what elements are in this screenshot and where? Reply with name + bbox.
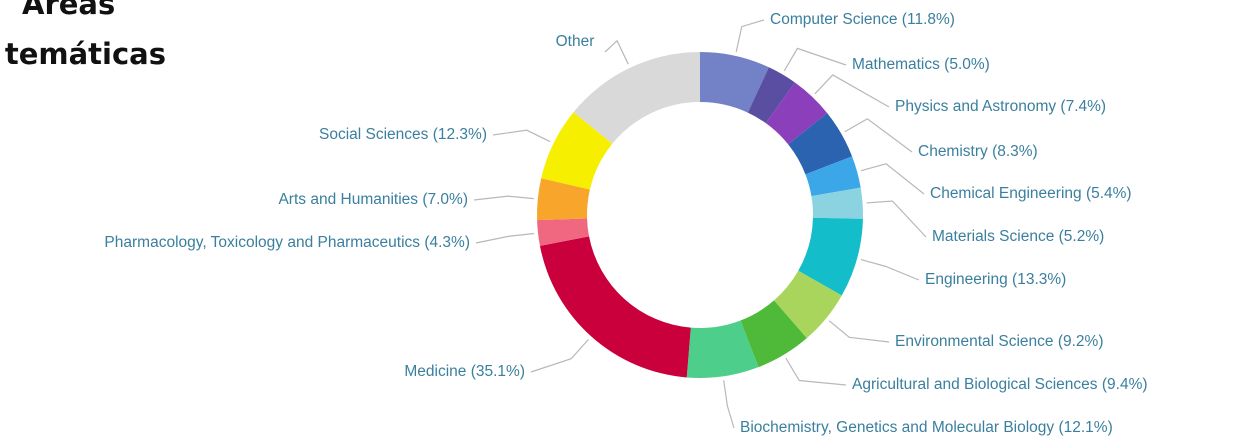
leader-line	[723, 380, 735, 429]
donut-slice	[798, 217, 863, 296]
donut-slice	[747, 67, 795, 124]
slice-label: Engineering (13.3%)	[925, 271, 1066, 288]
slice-label: Other	[556, 33, 595, 50]
donut-slice	[774, 270, 842, 339]
leader-line	[473, 195, 534, 201]
donut-slice	[788, 113, 853, 175]
donut-slice	[765, 82, 828, 145]
slice-label: Arts and Humanities (7.0%)	[278, 191, 468, 208]
slice-label: Mathematics (5.0%)	[852, 56, 990, 73]
leader-line	[785, 357, 847, 386]
slice-label: Agricultural and Biological Sciences (9.…	[852, 376, 1148, 393]
leader-line	[604, 39, 629, 65]
slice-label: Social Sciences (12.3%)	[319, 126, 487, 143]
slice-label: Environmental Science (9.2%)	[895, 333, 1104, 350]
slice-label: Medicine (35.1%)	[404, 363, 525, 380]
donut-slice	[573, 52, 700, 144]
slice-label: Biochemistry, Genetics and Molecular Bio…	[740, 419, 1113, 436]
donut-slice	[537, 218, 590, 246]
leader-line	[860, 258, 920, 281]
chart-title: temáticas	[5, 37, 166, 71]
leader-line	[866, 200, 927, 238]
donut-slice	[805, 156, 861, 197]
chart-title: Áreas	[22, 0, 115, 21]
leader-line	[735, 19, 765, 53]
leader-line	[530, 338, 589, 373]
donut-slice	[740, 300, 807, 368]
leader-line	[860, 163, 925, 195]
leader-line	[814, 74, 890, 108]
slice-label: Chemistry (8.3%)	[918, 143, 1038, 160]
leader-line	[492, 129, 551, 143]
leader-line	[783, 47, 847, 72]
donut-slice	[541, 112, 613, 190]
donut-slice	[539, 236, 691, 378]
slice-label: Physics and Astronomy (7.4%)	[895, 98, 1106, 115]
slice-label: Pharmacology, Toxicology and Pharmaceuti…	[104, 234, 470, 251]
slice-label: Chemical Engineering (5.4%)	[930, 185, 1132, 202]
slice-label: Computer Science (11.8%)	[770, 11, 955, 28]
leader-line	[844, 118, 913, 153]
donut-slice	[700, 52, 769, 113]
donut-slice	[686, 320, 759, 378]
donut-slice	[811, 187, 863, 219]
slice-label: Materials Science (5.2%)	[932, 228, 1104, 245]
leader-line	[828, 320, 890, 343]
donut-slice	[537, 178, 590, 221]
leader-line	[475, 232, 535, 244]
